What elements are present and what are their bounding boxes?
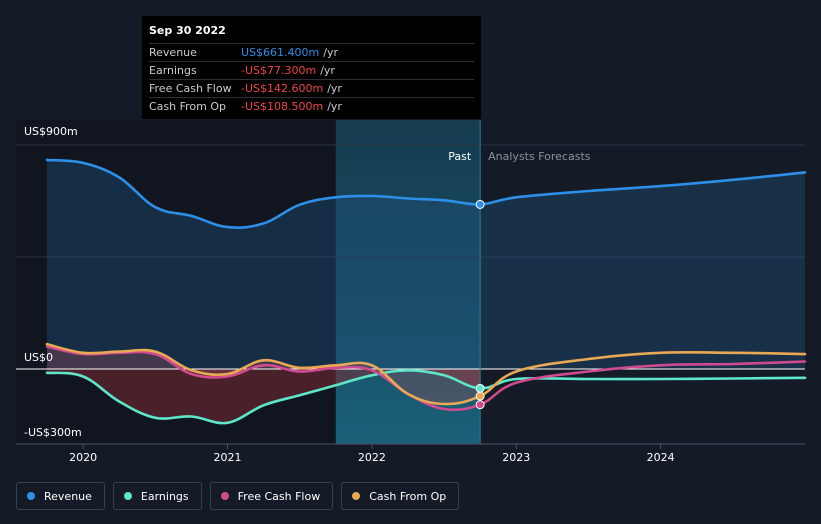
x-tick-label: 2023 bbox=[502, 451, 530, 464]
tooltip-unit: /yr bbox=[320, 64, 335, 77]
tooltip-unit: /yr bbox=[327, 82, 342, 95]
x-axis-ticks: 2020 2021 2022 2023 2024 bbox=[69, 444, 675, 464]
tooltip-value: -US$142.600m bbox=[241, 82, 324, 95]
legend-label: Cash From Op bbox=[369, 489, 447, 503]
legend-item-cash-from-op[interactable]: Cash From Op bbox=[341, 482, 460, 510]
tooltip-row-cash-from-op: Cash From Op -US$108.500m /yr bbox=[149, 97, 474, 115]
revenue-area bbox=[47, 159, 805, 369]
legend-label: Revenue bbox=[44, 489, 92, 503]
legend-item-revenue[interactable]: Revenue bbox=[16, 482, 105, 510]
x-tick-label: 2022 bbox=[358, 451, 386, 464]
tooltip-date: Sep 30 2022 bbox=[149, 24, 226, 37]
tooltip-label: Free Cash Flow bbox=[149, 82, 232, 95]
legend-label: Free Cash Flow bbox=[237, 489, 321, 503]
tooltip-row-revenue: Revenue US$661.400m /yr bbox=[149, 43, 474, 61]
y-tick-label-bottom: -US$300m bbox=[24, 426, 82, 439]
tooltip-value: -US$77.300m bbox=[241, 64, 317, 77]
earnings-marker[interactable] bbox=[475, 383, 485, 393]
legend-label: Earnings bbox=[140, 489, 189, 503]
cash-flow-area bbox=[47, 344, 481, 405]
y-tick-label-top: US$900m bbox=[24, 125, 78, 138]
chart-legend: Revenue Earnings Free Cash Flow Cash Fro… bbox=[16, 482, 467, 510]
y-tick-label-zero: US$0 bbox=[24, 351, 53, 364]
legend-item-earnings[interactable]: Earnings bbox=[112, 482, 202, 510]
data-tooltip: Sep 30 2022 Revenue US$661.400m /yr Earn… bbox=[142, 16, 481, 119]
forecast-label: Analysts Forecasts bbox=[488, 150, 591, 163]
legend-dot-icon bbox=[352, 492, 361, 500]
tooltip-value: US$661.400m bbox=[241, 46, 320, 59]
revenue-line bbox=[45, 158, 807, 229]
free-cash-flow-line bbox=[45, 345, 807, 412]
tooltip-row-earnings: Earnings -US$77.300m /yr bbox=[149, 61, 474, 79]
tooltip-label: Earnings bbox=[149, 64, 197, 77]
cash-from-op-line bbox=[45, 342, 807, 406]
tooltip-row-free-cash-flow: Free Cash Flow -US$142.600m /yr bbox=[149, 79, 474, 97]
tooltip-unit: /yr bbox=[327, 100, 342, 113]
tooltip-label: Revenue bbox=[149, 46, 197, 59]
revenue-marker[interactable] bbox=[475, 199, 485, 209]
cash-from-op-marker[interactable] bbox=[475, 391, 485, 401]
free-cash-flow-marker[interactable] bbox=[475, 400, 485, 410]
tooltip-unit: /yr bbox=[323, 46, 338, 59]
x-tick-label: 2020 bbox=[69, 451, 97, 464]
legend-dot-icon bbox=[123, 492, 132, 500]
series-markers bbox=[475, 199, 485, 410]
earnings-line bbox=[45, 368, 807, 425]
legend-dot-icon bbox=[27, 492, 35, 500]
series-areas bbox=[47, 159, 805, 424]
x-tick-label: 2024 bbox=[647, 451, 675, 464]
gridlines bbox=[16, 144, 805, 258]
tooltip-value: -US$108.500m bbox=[241, 100, 324, 113]
legend-dot-icon bbox=[220, 492, 229, 500]
highlight-band bbox=[335, 120, 481, 444]
x-tick-label: 2021 bbox=[213, 451, 241, 464]
tooltip-label: Cash From Op bbox=[149, 100, 227, 113]
earnings-negative-area bbox=[47, 369, 481, 424]
series-lines bbox=[45, 158, 807, 425]
legend-item-free-cash-flow[interactable]: Free Cash Flow bbox=[209, 482, 334, 510]
past-label: Past bbox=[448, 150, 472, 163]
